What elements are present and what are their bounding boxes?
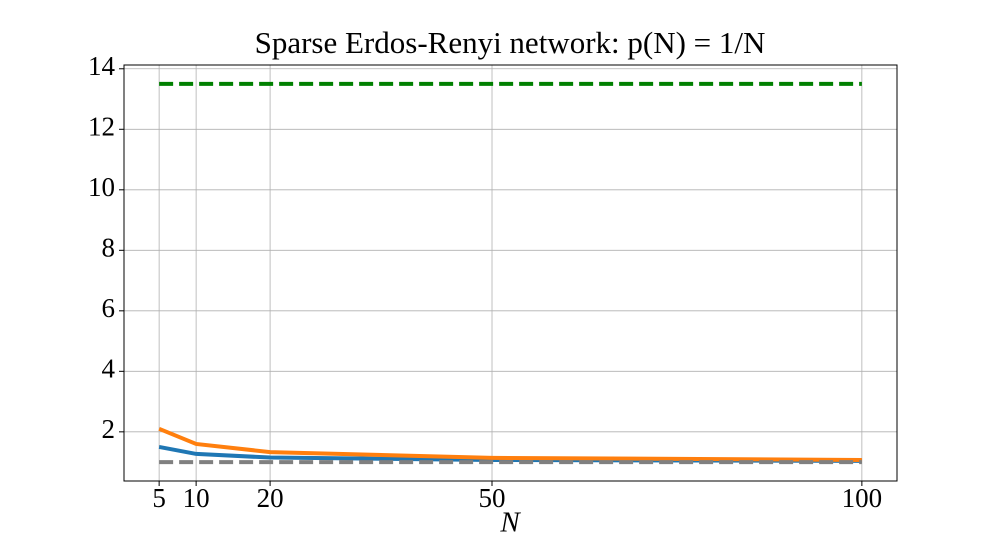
y-tick-label: 8 <box>102 233 116 263</box>
x-tick-label: 5 <box>152 483 166 513</box>
plot-frame <box>123 64 898 482</box>
chart-title: Sparse Erdos-Renyi network: p(N) = 1/N <box>255 25 766 60</box>
x-tick-label: 50 <box>479 483 506 513</box>
x-tick-label: 20 <box>257 483 284 513</box>
x-tick-label: 10 <box>183 483 210 513</box>
line-series <box>158 426 862 462</box>
y-tick-label: 2 <box>102 414 116 444</box>
y-tick-label: 6 <box>102 293 116 323</box>
y-tick-label: 14 <box>88 51 116 81</box>
y-tick-label: 4 <box>102 354 116 384</box>
y-tick-label: 12 <box>88 111 115 141</box>
x-axis-label: N <box>499 507 521 539</box>
x-tick-label: 100 <box>842 483 883 513</box>
y-tick-label: 10 <box>88 172 115 202</box>
